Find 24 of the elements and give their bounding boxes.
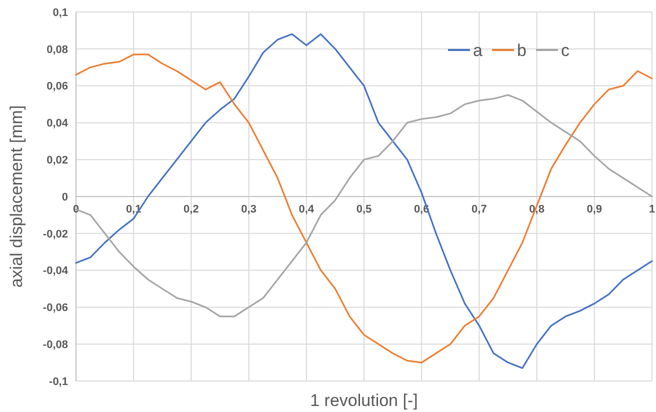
- x-tick-label: 0,7: [472, 204, 487, 216]
- line-series: [75, 94, 653, 318]
- x-tick-label: 0,4: [298, 204, 315, 216]
- y-tick-label: -0,1: [49, 376, 68, 388]
- x-tick-label: 0,3: [241, 204, 256, 216]
- x-tick-label: 0,2: [184, 204, 199, 216]
- y-tick-label: -0,06: [42, 302, 68, 314]
- legend-label: b: [517, 40, 526, 60]
- y-tick-label: 0,08: [46, 44, 68, 56]
- y-tick-label: 0,06: [46, 80, 68, 93]
- legend-label: a: [473, 40, 483, 60]
- y-tick-label: 0: [62, 191, 68, 204]
- y-tick-label: 0,02: [46, 154, 68, 166]
- x-axis-title: 1 revolution [-]: [310, 391, 418, 410]
- x-tick-label: 0,9: [586, 204, 602, 216]
- y-tick-label: -0,02: [42, 228, 68, 240]
- y-tick-label: 0,04: [46, 118, 69, 130]
- x-tick-label: 0,5: [356, 204, 372, 216]
- y-tick-label: -0,08: [42, 338, 68, 351]
- y-axis-title: axial displacement [mm]: [7, 105, 26, 288]
- legend-label: c: [561, 40, 570, 60]
- y-tick-label: -0,04: [42, 265, 69, 278]
- x-tick-label: 1: [648, 204, 656, 216]
- y-tick-label: 0,1: [52, 6, 68, 19]
